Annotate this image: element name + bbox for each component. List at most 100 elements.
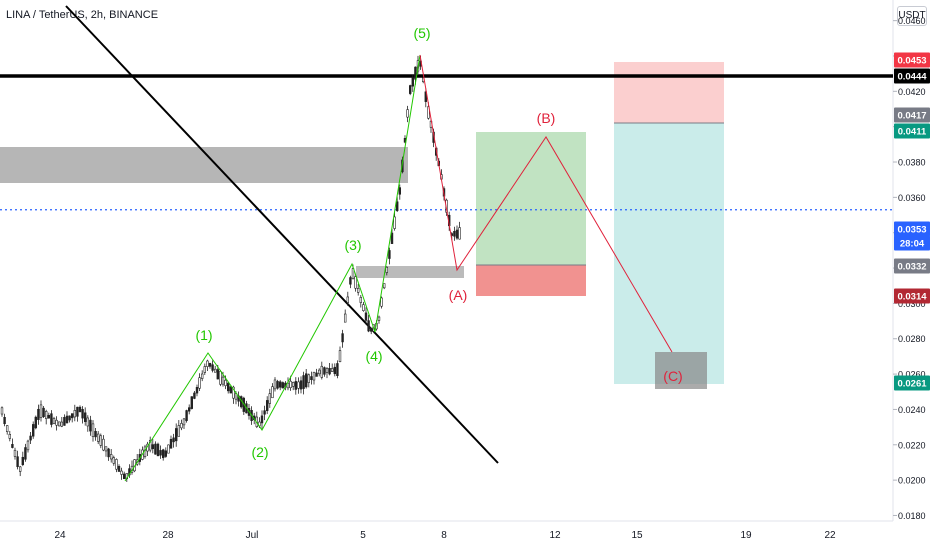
price-label-box (894, 123, 930, 139)
price-label-box (894, 52, 930, 68)
candle-body (458, 227, 461, 240)
candle-body (232, 386, 235, 399)
candle-body (3, 417, 6, 425)
candle-body (107, 448, 110, 458)
candle-body (26, 440, 30, 451)
candle-body (34, 416, 38, 429)
candle-body (393, 216, 396, 229)
candle-body (71, 413, 74, 419)
candle-body (336, 363, 339, 377)
price-label-box (894, 375, 930, 391)
short-position-stop-zone (614, 62, 724, 123)
candle-body (185, 410, 188, 421)
candle-body (211, 364, 214, 371)
candle-body (149, 439, 152, 451)
candle-body (198, 377, 201, 389)
candle-body (50, 413, 53, 425)
candle-body (278, 381, 282, 388)
candle-body (190, 396, 193, 409)
candle-body (364, 312, 368, 321)
time-tick-label: 15 (631, 530, 643, 541)
candle-body (323, 367, 326, 375)
wave-label-1: (1) (195, 327, 212, 343)
candle-body (177, 425, 180, 437)
candle-body (63, 417, 66, 426)
candle-body (304, 373, 308, 388)
candle-body (216, 369, 219, 380)
candle-body (411, 77, 414, 87)
candle-body (453, 231, 456, 237)
candle-body (268, 393, 271, 404)
candle-body (104, 446, 108, 452)
price-tick-label: 0.0380 (898, 158, 926, 168)
candle-body (414, 66, 417, 80)
candle-body (115, 459, 118, 470)
price-tick-label: 0.0180 (898, 511, 926, 521)
candle-body (156, 443, 160, 457)
candle-body (330, 368, 334, 372)
time-tick-label: 24 (54, 530, 66, 541)
candle-body (317, 369, 321, 375)
candle-body (328, 368, 331, 375)
candle-body (162, 449, 165, 459)
candle-body (354, 276, 357, 289)
long-position-target-zone (476, 132, 586, 265)
price-tick-label: 0.0240 (898, 405, 926, 415)
candle-body (219, 371, 222, 385)
currency-unit-button[interactable]: USDT (897, 6, 927, 26)
candle-body (260, 415, 264, 424)
candle-body (0, 407, 4, 415)
candle-body (180, 423, 183, 429)
candle-body (315, 372, 318, 377)
candle-body (81, 409, 84, 419)
wave-label-a: (A) (449, 287, 468, 303)
price-label-box (894, 107, 930, 123)
time-tick-label: 12 (549, 530, 561, 541)
candle-body (356, 288, 360, 293)
candle-body (294, 381, 297, 390)
candle-body (57, 421, 61, 427)
candle-body (224, 379, 227, 387)
candle-body (377, 316, 381, 321)
price-tick-label: 0.0420 (898, 87, 926, 97)
price-label-box (894, 258, 930, 274)
candle-body (193, 392, 196, 399)
price-label-box (894, 288, 930, 304)
candle-body (182, 418, 186, 426)
candle-body (346, 296, 349, 303)
price-label-text: 0.0453 (897, 56, 926, 67)
price-label-text: 28:04 (900, 239, 925, 250)
candle-body (89, 419, 92, 432)
candle-body (175, 428, 178, 442)
candle-body (367, 320, 370, 332)
candle-body (18, 466, 22, 472)
candle-body (110, 454, 113, 460)
candle-body (117, 465, 121, 472)
candle-body (320, 365, 323, 378)
candle-body (55, 419, 58, 426)
candle-body (369, 327, 373, 332)
candle-body (406, 109, 409, 118)
price-tick-label: 0.0280 (898, 334, 926, 344)
candle-body (102, 438, 105, 451)
candle-body (84, 412, 87, 422)
candle-body (167, 444, 170, 454)
time-tick-label: 28 (162, 530, 174, 541)
price-tick-label: 0.0360 (898, 193, 926, 203)
time-tick-label: Jul (246, 530, 259, 541)
candle-body (398, 187, 401, 195)
candle-body (94, 431, 97, 438)
candle-body (169, 439, 173, 449)
price-label-box (894, 68, 930, 84)
wave-label-c: (C) (663, 368, 682, 384)
candle-body (78, 406, 82, 413)
candle-body (97, 433, 100, 442)
short-position-target-zone (614, 123, 724, 384)
candle-body (52, 418, 56, 425)
candle-body (289, 380, 292, 388)
candle-body (42, 407, 45, 417)
price-label-text: 0.0314 (897, 292, 927, 303)
candle-body (343, 313, 347, 323)
candle-body (65, 415, 69, 424)
